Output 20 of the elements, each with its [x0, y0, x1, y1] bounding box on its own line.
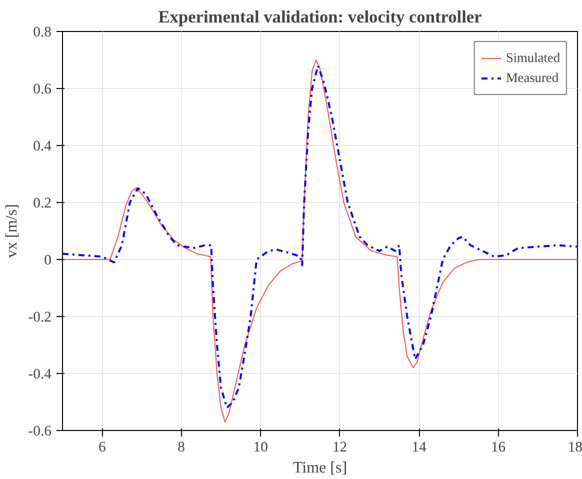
y-tick-label: 0.8: [33, 24, 52, 40]
y-tick-label: 0.4: [33, 138, 52, 154]
x-tick-label: 8: [178, 440, 186, 456]
x-axis-title: Time [s]: [292, 460, 348, 476]
x-tick-label: 16: [490, 440, 506, 456]
x-tick-label: 6: [98, 440, 106, 456]
x-tick-label: 18: [568, 440, 582, 456]
chart-title: Experimental validation: velocity controller: [158, 8, 482, 26]
y-tick-label: -0.6: [28, 424, 52, 440]
x-tick-label: 10: [253, 440, 268, 456]
x-tick-label: 14: [412, 440, 428, 456]
y-tick-label: 0: [44, 252, 52, 268]
legend-label: Simulated: [506, 50, 560, 66]
y-tick-label: 0.2: [33, 196, 52, 212]
y-tick-label: -0.4: [28, 366, 52, 382]
x-tick-label: 12: [332, 440, 348, 456]
y-axis-title: vx [m/s]: [3, 204, 20, 258]
legend-label: Measured: [506, 70, 558, 86]
y-tick-label: -0.2: [28, 310, 52, 326]
y-tick-label: 0.6: [33, 82, 52, 98]
